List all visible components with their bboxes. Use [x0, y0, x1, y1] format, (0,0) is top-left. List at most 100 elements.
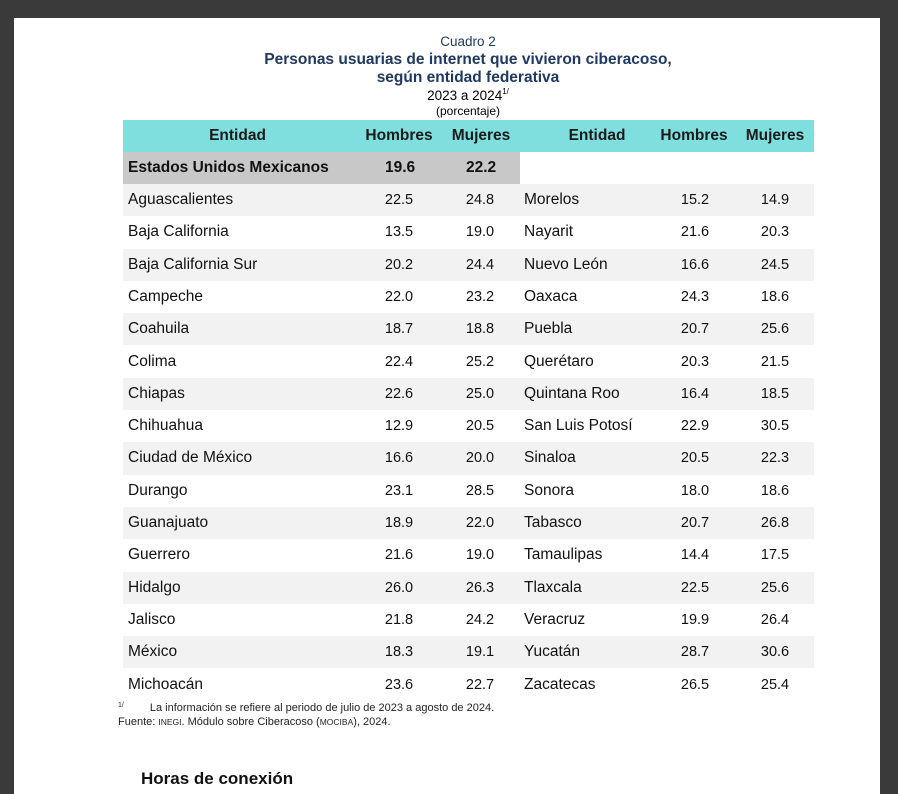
hombres-left-cell: 22.6: [384, 385, 414, 402]
mujeres-left-cell: 22.0: [465, 515, 495, 531]
table-number: Cuadro 2: [440, 34, 496, 49]
hombres-right-cell: 20.7: [680, 515, 710, 531]
hombres-right-cell: 20.3: [680, 353, 710, 370]
mujeres-left-cell: 28.5: [465, 482, 495, 499]
header-hombres-right: Hombres: [660, 127, 728, 144]
mujeres-right-cell: 25.6: [760, 579, 790, 596]
entidad-right-cell: Tamaulipas: [524, 546, 603, 564]
entidad-right-cell: Nuevo León: [524, 255, 608, 273]
table-row: Guerrero 21.6 19.0 Tamaulipas 14.4 17.5: [123, 539, 814, 571]
hombres-right-cell: 24.3: [680, 288, 710, 305]
table-row: Coahuila 18.7 18.8 Puebla 20.7 25.6: [123, 313, 814, 346]
hombres-right-cell: 16.6: [680, 256, 710, 273]
table-title-line1: Personas usuarias de internet que vivier…: [264, 51, 672, 68]
entidad-right-cell: Sinaloa: [524, 449, 576, 467]
entidad-left-cell: Hidalgo: [128, 578, 181, 596]
hombres-left-cell: 12.9: [384, 418, 414, 435]
hombres-right-cell: 15.2: [680, 192, 710, 208]
table-header: Entidad Hombres Mujeres Entidad Hombres …: [123, 120, 814, 152]
table-row: Michoacán 23.6 22.7 Zacatecas 26.5 25.4: [123, 669, 814, 701]
entidad-left-cell: Aguascalientes: [128, 191, 234, 208]
hombres-right-cell: 18.0: [680, 482, 710, 499]
mujeres-left-cell: 25.0: [465, 385, 495, 402]
mujeres-left-cell: 24.4: [465, 256, 495, 273]
table-row: Durango 23.1 28.5 Sonora 18.0 18.6: [123, 475, 814, 507]
hombres-left-cell: 22.4: [384, 353, 414, 370]
header-mujeres-right: Mujeres: [745, 127, 805, 144]
footnote-1: 1/La información se refiere al periodo d…: [118, 702, 494, 714]
entidad-right-cell: Veracruz: [524, 610, 586, 628]
hombres-left-cell: 16.6: [384, 450, 414, 467]
mujeres-right-cell: 25.4: [760, 676, 790, 693]
table-row: Hidalgo 26.0 26.3 Tlaxcala 22.5 25.6: [123, 571, 814, 604]
mujeres-right-cell: 18.6: [760, 288, 790, 305]
hombres-left-cell: 18.3: [384, 644, 414, 661]
mujeres-right-cell: 17.5: [760, 547, 790, 564]
hombres-right-cell: 16.4: [680, 385, 710, 402]
mujeres-right-cell: 24.5: [760, 256, 790, 273]
entidad-right-cell: San Luis Potosí: [524, 417, 633, 435]
hombres-left-cell: 26.0: [384, 579, 414, 596]
hombres-right-cell: 22.5: [680, 579, 710, 596]
table-row: Baja California Sur 20.2 24.4 Nuevo León 16.…: [123, 248, 814, 281]
table-years: 2023 a 20241/: [14, 87, 898, 103]
entidad-left-cell: Durango: [128, 481, 188, 499]
source-acronym: MOCIBA: [319, 717, 354, 727]
table-row: Campeche 22.0 23.2 Oaxaca 24.3 18.6: [123, 281, 814, 313]
source-note: Fuente: INEGI. Módulo sobre Ciberacoso (…: [118, 716, 391, 728]
national-mujeres: 22.2: [466, 159, 497, 176]
table-row: Jalisco 21.8 24.2 Veracruz 19.9 26.4: [123, 604, 814, 636]
entidad-left-cell: Ciudad de México: [128, 449, 253, 467]
mujeres-left-cell: 19.0: [465, 224, 495, 241]
mujeres-right-cell: 26.4: [760, 611, 790, 628]
mujeres-left-cell: 19.1: [465, 644, 495, 661]
mujeres-right-cell: 21.5: [760, 353, 790, 370]
entidad-left-cell: Guerrero: [128, 546, 191, 564]
header-hombres-left: Hombres: [365, 127, 433, 144]
mujeres-left-cell: 20.0: [465, 450, 495, 467]
section-heading: Horas de conexión: [141, 769, 294, 788]
mujeres-right-cell: 20.3: [760, 224, 790, 241]
mujeres-left-cell: 24.2: [465, 611, 495, 628]
mujeres-left-cell: 25.2: [465, 353, 495, 370]
hombres-right-cell: 28.7: [680, 644, 710, 661]
national-hombres: 19.6: [385, 159, 416, 176]
mujeres-right-cell: 18.5: [760, 385, 790, 402]
table-title-line2: según entidad federativa: [376, 69, 560, 86]
years-text: 2023 a 2024: [427, 88, 503, 103]
hombres-left-cell: 23.1: [384, 482, 414, 499]
entidad-left-cell: Baja California Sur: [128, 255, 258, 273]
entidad-left-cell: Chiapas: [128, 384, 185, 402]
entidad-right-cell: Sonora: [524, 481, 574, 499]
entidad-right-cell: Yucatán: [524, 643, 581, 661]
hombres-right-cell: 14.4: [680, 547, 710, 564]
mujeres-left-cell: 24.8: [465, 192, 495, 208]
entidad-left-cell: Jalisco: [128, 610, 176, 628]
table-row: Chiapas 22.6 25.0 Quintana Roo 16.4 18.5: [123, 377, 814, 411]
table-row: Colima 22.4 25.2 Querétaro 20.3 21.5: [123, 346, 814, 378]
source-org: INEGI: [158, 717, 182, 727]
header-entidad-left: Entidad: [209, 127, 266, 144]
footnote-text: La información se refiere al periodo de …: [149, 702, 495, 714]
hombres-right-cell: 22.9: [680, 418, 710, 435]
source-mid: . Módulo sobre Ciberacoso (: [181, 716, 320, 728]
entidad-left-cell: Chihuahua: [128, 417, 203, 435]
hombres-left-cell: 22.0: [384, 288, 414, 305]
entidad-right-cell: Oaxaca: [524, 287, 578, 305]
entidad-right-cell: Querétaro: [524, 352, 594, 370]
mujeres-right-cell: 14.9: [760, 192, 790, 208]
mujeres-left-cell: 23.2: [465, 288, 495, 305]
hombres-right-cell: 20.7: [680, 321, 710, 338]
hombres-left-cell: 18.7: [384, 321, 414, 338]
mujeres-right-cell: 30.6: [760, 644, 790, 661]
mujeres-left-cell: 19.0: [465, 547, 495, 564]
entidad-left-cell: Guanajuato: [128, 514, 209, 531]
hombres-right-cell: 26.5: [680, 676, 710, 693]
source-end: ), 2024.: [353, 716, 391, 728]
table-row: México 18.3 19.1 Yucatán 28.7 30.6: [123, 636, 814, 669]
hombres-right-cell: 19.9: [680, 611, 710, 628]
entidad-right-cell: Zacatecas: [524, 675, 596, 693]
mujeres-right-cell: 22.3: [760, 450, 790, 467]
hombres-left-cell: 21.8: [384, 611, 414, 628]
entidad-right-cell: Morelos: [524, 191, 580, 208]
